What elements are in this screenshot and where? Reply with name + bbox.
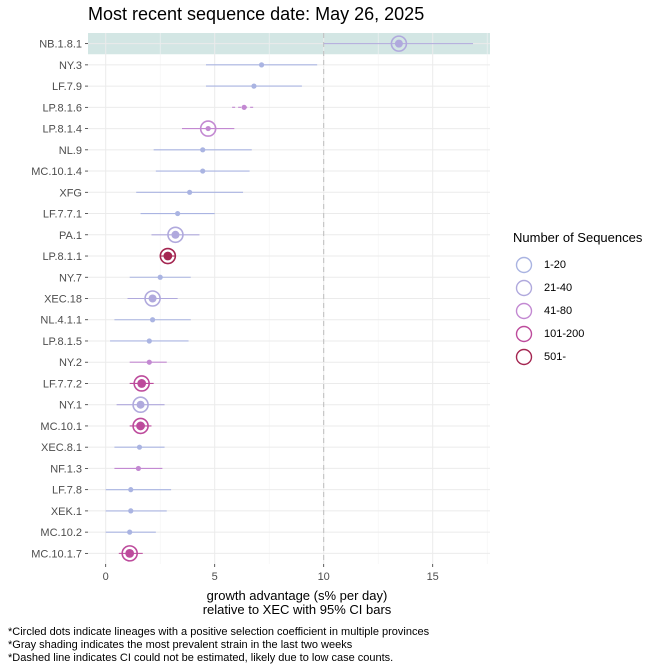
point-pa-1 <box>171 230 180 239</box>
y-tick-label: MC.10.1.7 <box>31 548 82 560</box>
y-tick-label: LF.7.9 <box>52 81 82 93</box>
y-tick-label: PA.1 <box>59 230 82 242</box>
point-mc-10-1-4 <box>200 168 206 174</box>
y-tick-label: NY.7 <box>59 272 82 284</box>
selection-circle-lp-8-1-4 <box>199 120 217 137</box>
legend-key-circle <box>515 348 533 365</box>
point-nl-9 <box>200 147 206 153</box>
legend-item: 21-40 <box>513 276 642 299</box>
legend-key-circle <box>515 256 533 273</box>
point-nb-1-8-1 <box>394 39 403 48</box>
chart-title: Most recent sequence date: May 26, 2025 <box>88 4 425 24</box>
x-tick-label: 15 <box>427 571 439 583</box>
y-tick-label: LF.7.7.1 <box>43 209 82 221</box>
y-tick-label: NF.1.3 <box>50 463 82 475</box>
legend-label: 501- <box>544 350 567 363</box>
point-ny-7 <box>157 274 163 280</box>
y-tick-label: LP.8.1.5 <box>42 336 82 348</box>
y-tick-label: LP.8.1.1 <box>42 251 82 263</box>
selection-circle-mc-10-1-7 <box>121 545 138 562</box>
selection-circle-nb-1-8-1 <box>390 35 408 52</box>
y-tick-label: MC.10.1.4 <box>31 166 82 178</box>
legend-key-circle <box>515 279 533 296</box>
y-tick-label: XEK.1 <box>51 506 82 518</box>
point-mc-10-1-7 <box>125 548 135 558</box>
point-nl-4-1-1 <box>149 317 156 323</box>
legend-item: 1-20 <box>513 253 642 276</box>
point-lp-8-1-6 <box>241 104 247 110</box>
footnotes: *Circled dots indicate lineages with a p… <box>8 626 429 665</box>
point-mc-10-1 <box>136 421 145 431</box>
point-lp-8-1-1 <box>163 251 173 261</box>
y-tick-label: MC.10.1 <box>40 421 82 433</box>
point-xec-8-1 <box>136 444 143 450</box>
legend-key-circle <box>515 325 533 342</box>
legend-label: 41-80 <box>544 304 573 317</box>
y-tick-label: LP.8.1.4 <box>42 124 82 136</box>
y-tick-label: MC.10.2 <box>40 527 82 539</box>
footnote-dashed: *Dashed line indicates CI could not be e… <box>8 652 394 664</box>
footnote-shading: *Gray shading indicates the most prevale… <box>8 639 353 651</box>
point-ny-3 <box>258 62 265 68</box>
point-lf-7-9 <box>251 83 257 89</box>
legend-label: 21-40 <box>544 281 573 294</box>
point-xfg <box>187 189 193 195</box>
legend-key-circle <box>515 302 533 319</box>
y-tick-label: LF.7.8 <box>52 485 82 497</box>
legend-label: 1-20 <box>544 258 567 271</box>
point-lf-7-7-1 <box>175 210 181 217</box>
x-tick-label: 0 <box>103 571 109 583</box>
y-tick-label: XEC.18 <box>44 294 82 306</box>
selection-circle-lp-8-1-1 <box>159 247 177 265</box>
point-lf-7-8 <box>128 487 134 493</box>
x-tick-label: 10 <box>318 571 330 583</box>
legend: Number of Sequences 1-20 21-40 41-80 101-20… <box>513 230 642 368</box>
legend-item: 41-80 <box>513 299 642 322</box>
y-tick-label: NL.4.1.1 <box>40 315 82 327</box>
selection-circle-mc-10-1 <box>132 417 149 435</box>
y-tick-label: NB.1.8.1 <box>39 39 82 51</box>
y-tick-label: NY.2 <box>59 357 82 369</box>
legend-item: 501- <box>513 345 642 368</box>
y-tick-label: LF.7.7.2 <box>43 378 82 390</box>
selection-circle-ny-1 <box>132 396 149 414</box>
selection-circle-lf-7-7-2 <box>133 375 150 392</box>
point-lp-8-1-4 <box>205 125 211 132</box>
point-nf-1-3 <box>135 465 141 472</box>
y-tick-label: NY.3 <box>59 60 82 72</box>
point-xec-18 <box>148 294 157 303</box>
x-axis-title-line1: growth advantage (s% per day) <box>207 588 388 603</box>
y-tick-label: LP.8.1.6 <box>42 102 82 114</box>
selection-circle-pa-1 <box>167 226 184 244</box>
point-lf-7-7-2 <box>137 379 147 388</box>
selection-circle-xec-18 <box>144 290 161 307</box>
point-ny-2 <box>146 359 152 365</box>
point-mc-10-2 <box>127 529 133 535</box>
y-tick-label: XEC.8.1 <box>41 442 82 454</box>
point-xek-1 <box>128 508 134 514</box>
point-lp-8-1-5 <box>146 338 152 344</box>
point-ny-1 <box>136 400 145 409</box>
y-tick-label: NY.1 <box>59 400 82 412</box>
x-tick-label: 5 <box>212 571 218 583</box>
legend-title: Number of Sequences <box>513 230 643 245</box>
y-tick-label: XFG <box>59 187 82 199</box>
footnote-circled: *Circled dots indicate lineages with a p… <box>8 626 430 638</box>
x-axis-title-line2: relative to XEC with 95% CI bars <box>203 602 392 617</box>
legend-label: 101-200 <box>544 327 585 340</box>
legend-item: 101-200 <box>513 322 642 345</box>
y-tick-label: NL.9 <box>59 145 82 157</box>
